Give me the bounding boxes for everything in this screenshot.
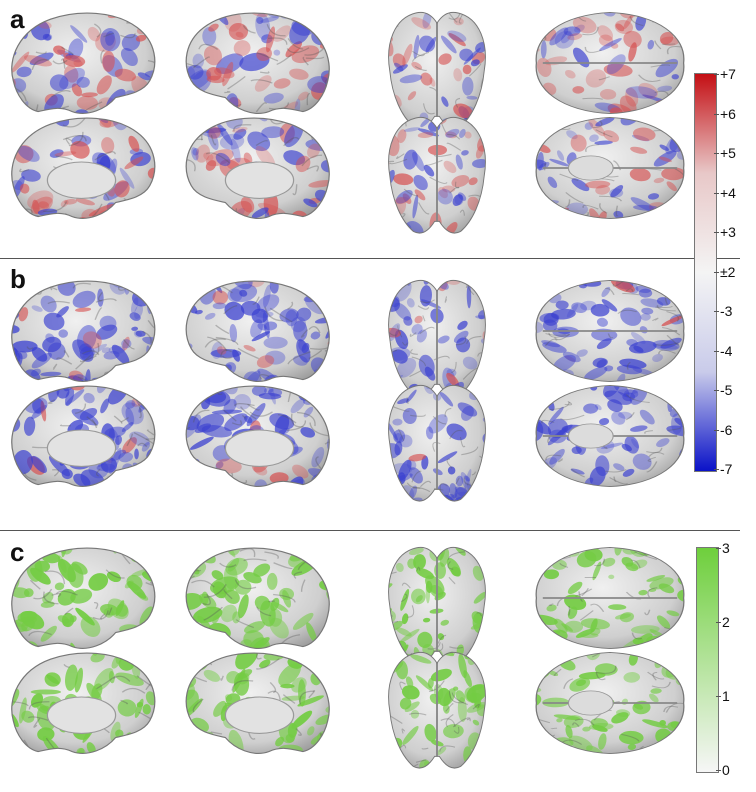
brain-view-lat-left xyxy=(4,8,159,120)
brain-view-med-right xyxy=(182,113,337,225)
colorbar-tick-mark xyxy=(714,390,719,391)
brain-view-lat-right xyxy=(182,8,337,120)
green-colorbar xyxy=(696,547,719,773)
colorbar-tick-mark xyxy=(714,153,719,154)
brain-view-top xyxy=(530,276,690,386)
brain-view-back xyxy=(378,113,496,239)
colorbar-tick-label: 3 xyxy=(722,540,730,556)
brain-view-lat-left xyxy=(4,276,159,388)
brain-view-med-left xyxy=(4,648,159,760)
colorbar-tick-label: -7 xyxy=(720,461,733,477)
colorbar-tick-mark xyxy=(714,429,719,431)
brain-view-bottom xyxy=(530,648,690,758)
brain-view-bottom xyxy=(530,381,690,491)
brain-view-top xyxy=(530,543,690,653)
colorbar-tick-mark xyxy=(714,74,719,75)
colorbar-tick-mark xyxy=(716,622,721,623)
brain-view-back xyxy=(378,381,496,507)
brain-view-lat-left xyxy=(4,543,159,655)
colorbar-tick-mark xyxy=(714,350,719,352)
colorbar-tick-label: ±2 xyxy=(720,263,736,280)
brain-view-top xyxy=(530,8,690,118)
colorbar-tick-mark xyxy=(714,271,719,273)
brain-view-med-left xyxy=(4,381,159,493)
panel-label-a: a xyxy=(10,4,25,34)
panel-divider-bc xyxy=(0,530,740,531)
colorbar-tick-mark xyxy=(714,311,719,312)
brain-view-back xyxy=(378,648,496,774)
colorbar-tick-label: 2 xyxy=(722,614,730,630)
panel-divider-ab xyxy=(0,258,740,259)
colorbar-tick-mark xyxy=(716,770,721,771)
colorbar-tick-label: +6 xyxy=(720,105,736,122)
colorbar-tick-mark xyxy=(714,113,719,115)
colorbar-tick-label: 0 xyxy=(722,762,730,778)
colorbar-tick-label: -6 xyxy=(720,421,733,438)
brain-view-lat-right xyxy=(182,276,337,388)
colorbar-tick-label: -3 xyxy=(720,303,733,319)
colorbar-tick-label: 1 xyxy=(722,688,730,704)
brain-view-lat-right xyxy=(182,543,337,655)
colorbar-tick-label: +4 xyxy=(720,184,736,201)
colorbar-tick-mark xyxy=(714,232,719,233)
diverging-colorbar xyxy=(694,73,717,472)
brain-view-bottom xyxy=(530,113,690,223)
colorbar-tick-mark xyxy=(714,192,719,194)
colorbar-tick-mark xyxy=(716,696,721,697)
colorbar-tick-mark xyxy=(716,548,721,549)
colorbar-tick-label: -4 xyxy=(720,342,733,359)
panel-label-b: b xyxy=(10,264,26,294)
panel-label-c: c xyxy=(10,537,25,567)
colorbar-tick-label: +5 xyxy=(720,145,736,161)
brain-view-med-right xyxy=(182,381,337,493)
brain-view-med-right xyxy=(182,648,337,760)
colorbar-tick-mark xyxy=(714,469,719,470)
colorbar-tick-label: +7 xyxy=(720,66,736,82)
brain-view-med-left xyxy=(4,113,159,225)
colorbar-tick-label: +3 xyxy=(720,224,736,240)
colorbar-tick-label: -5 xyxy=(720,382,733,398)
